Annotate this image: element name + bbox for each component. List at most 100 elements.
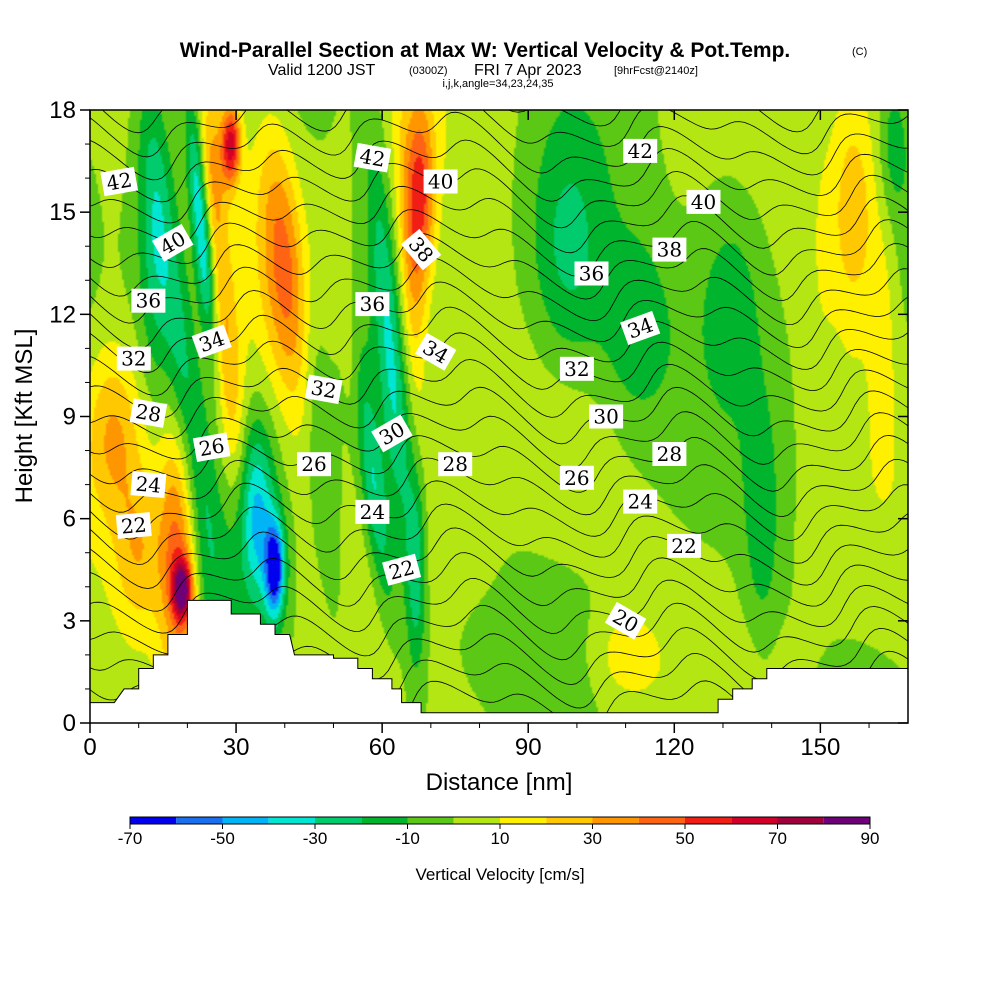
theta-contour-line — [90, 359, 908, 418]
contour-label-box — [604, 601, 647, 640]
potential-temperature-contours — [90, 110, 908, 723]
contour-label-text: 26 — [564, 466, 589, 490]
contour-label: 36 — [574, 261, 609, 286]
valid-prefix: Valid 1200 JST — [268, 62, 376, 79]
colorbar-swatch — [268, 817, 315, 824]
colorbar: -70 -50 -30 -10 10 30 50 70 90 — [118, 816, 879, 848]
contour-label: 38 — [652, 237, 687, 262]
x-tick-label: 150 — [800, 734, 840, 761]
x-tick-label: 90 — [515, 734, 542, 761]
theta-contour-line — [90, 139, 908, 203]
contour-label-box — [129, 398, 168, 428]
colorbar-swatch — [546, 817, 593, 824]
contour-labels: 4240363432282624224240383634323028262422… — [100, 138, 721, 640]
contour-label: 42 — [623, 138, 658, 163]
contour-label: 26 — [559, 465, 594, 490]
contour-label: 24 — [623, 489, 658, 514]
theta-contour-line — [90, 162, 908, 229]
colorbar-swatch — [823, 817, 870, 824]
y-axis-title: Height [Kft MSL] — [11, 329, 38, 504]
colorbar-label: -30 — [303, 829, 328, 848]
contour-label: 24 — [355, 499, 390, 524]
contour-label: 40 — [423, 169, 458, 194]
contour-label-box — [116, 346, 151, 371]
colorbar-swatch — [731, 817, 778, 824]
contour-label: 22 — [667, 533, 701, 558]
colorbar-swatch — [222, 817, 269, 824]
contour-label-text: 32 — [564, 357, 589, 381]
contour-label-text: 36 — [579, 262, 604, 286]
y-tick-label: 3 — [63, 608, 76, 635]
contour-label: 32 — [559, 356, 594, 381]
contour-label-text: 42 — [358, 144, 387, 172]
contour-label: 42 — [353, 142, 392, 173]
theta-contour-line — [90, 111, 908, 181]
contour-label: 40 — [686, 189, 721, 214]
theta-contour-line — [90, 110, 908, 158]
colorbar-label: 70 — [768, 829, 787, 848]
colorbar-swatch — [130, 817, 177, 824]
colorbar-label: -50 — [210, 829, 235, 848]
contour-label-text: 24 — [360, 500, 385, 524]
contour-label-box — [652, 237, 687, 262]
colorbar-label: -70 — [118, 829, 143, 848]
colorbar-swatch — [453, 817, 500, 824]
contour-label: 28 — [438, 452, 473, 477]
contour-label: 36 — [131, 288, 166, 313]
contour-label-text: 32 — [121, 347, 146, 371]
theta-contour-line — [90, 185, 908, 254]
x-tick-label: 0 — [83, 734, 96, 761]
copyright-mark: (C) — [852, 46, 867, 58]
contour-label-box — [152, 223, 194, 262]
colorbar-swatch — [592, 817, 639, 824]
valid-utc: (0300Z) — [409, 65, 448, 77]
contour-label-box — [304, 374, 343, 405]
colorbar-label: 10 — [491, 829, 510, 848]
contour-label-box — [355, 499, 390, 524]
theta-contour-line — [90, 411, 908, 470]
contour-label-text: 38 — [657, 238, 682, 262]
contour-label: 28 — [652, 442, 687, 466]
contour-label: 32 — [304, 374, 343, 405]
valid-date: FRI 7 Apr 2023 — [474, 62, 582, 79]
colorbar-title: Vertical Velocity [cm/s] — [415, 865, 584, 884]
colorbar-label: -10 — [395, 829, 420, 848]
x-tick-label: 30 — [223, 734, 250, 761]
theta-contour-line — [90, 281, 908, 350]
grid-info: i,j,k,angle=34,23,24,35 — [442, 78, 553, 90]
contour-label-box — [559, 465, 594, 490]
colorbar-label: 50 — [676, 829, 695, 848]
terrain-mask — [90, 599, 908, 723]
y-tick-label: 12 — [49, 301, 76, 328]
contour-label-box — [667, 533, 701, 558]
contour-label-text: 26 — [301, 452, 326, 476]
contour-label-box — [191, 324, 232, 359]
contour-label-box — [686, 189, 721, 214]
colorbar-swatch — [500, 817, 547, 824]
contour-label: 34 — [620, 310, 661, 346]
contour-label-text: 42 — [105, 167, 134, 195]
contour-label-text: 24 — [627, 490, 652, 514]
contour-label: 26 — [192, 432, 231, 462]
contour-label-text: 28 — [134, 399, 163, 427]
plot-area: 4240363432282624224240383634323028262422… — [90, 110, 908, 723]
contour-label-box — [574, 261, 609, 286]
contour-label-box — [438, 452, 473, 477]
contour-label-text: 30 — [593, 405, 618, 429]
contour-label-box — [400, 228, 442, 271]
contour-label-box — [100, 166, 139, 197]
y-tick-label: 0 — [63, 710, 76, 737]
contour-label-box — [353, 142, 392, 173]
contour-label: 30 — [589, 404, 624, 429]
contour-label: 32 — [116, 346, 151, 371]
contour-label-text: 26 — [197, 433, 226, 461]
forecast-info: [9hrFcst@2140z] — [614, 65, 698, 77]
theta-contour-line — [90, 386, 908, 445]
colorbar-swatch — [685, 817, 732, 824]
contour-label-text: 22 — [671, 534, 696, 558]
contour-label-text: 22 — [120, 512, 147, 538]
x-tick-label: 60 — [369, 734, 396, 761]
theta-contour-line — [90, 209, 908, 277]
